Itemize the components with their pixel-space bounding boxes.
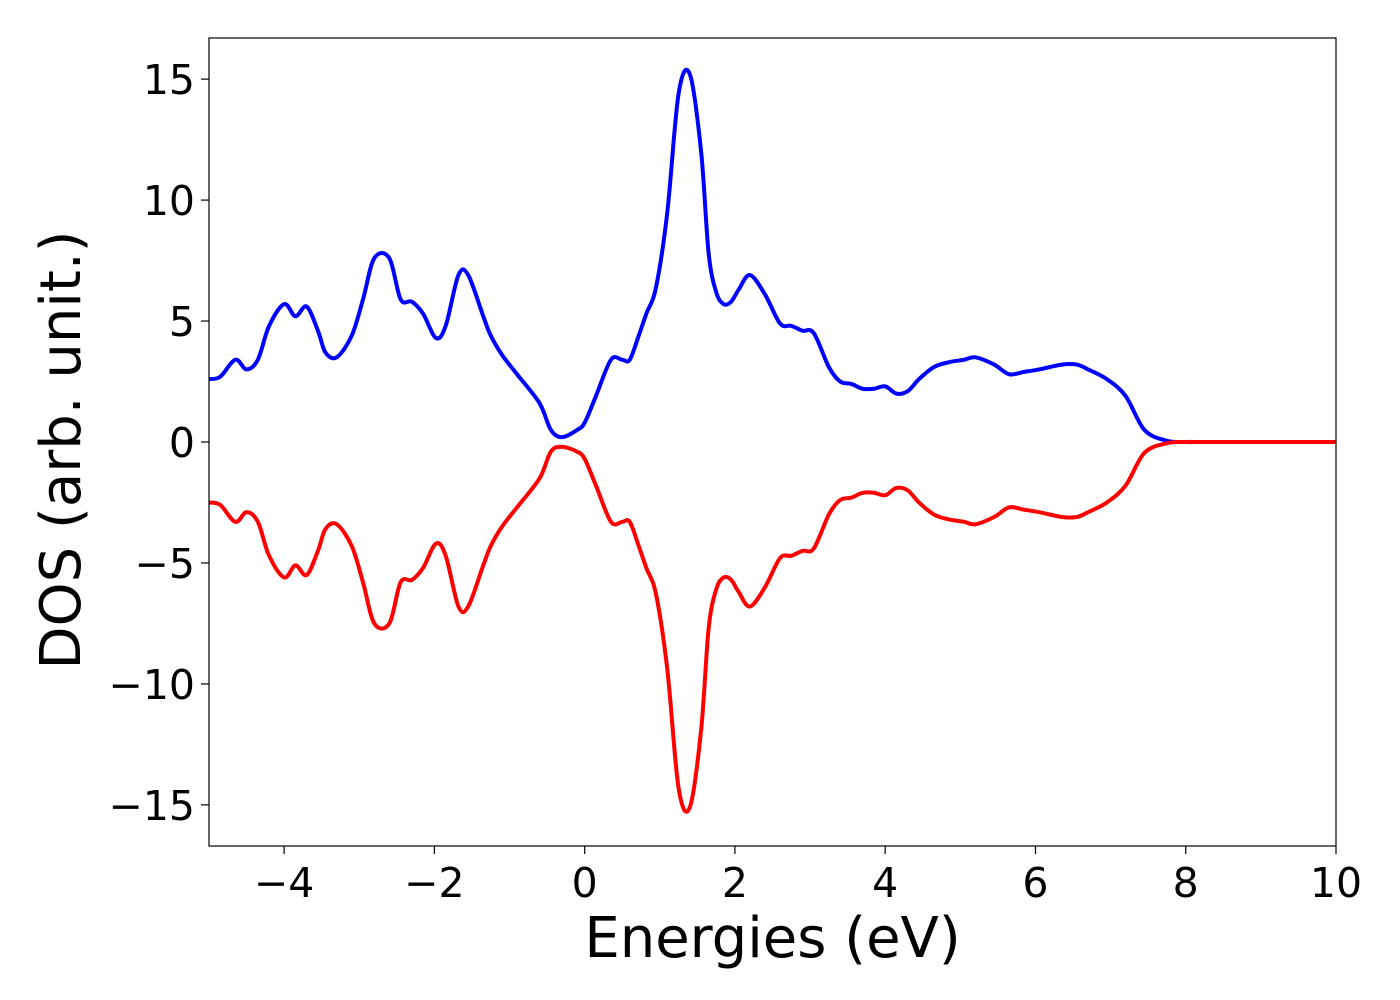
x-tick-label: 2	[722, 859, 748, 907]
x-tick-label: 4	[872, 859, 898, 907]
y-tick-label: 10	[143, 177, 195, 225]
series-line-spin-up	[209, 67, 1336, 445]
x-tick-label: −4	[254, 859, 314, 907]
x-tick-label: −2	[404, 859, 464, 907]
y-tick-label: −5	[135, 540, 195, 588]
x-axis-ticks: −4 −2 0 2 4 6 8 10	[254, 846, 1362, 907]
x-tick-label: 6	[1022, 859, 1048, 907]
y-tick-label: 0	[169, 419, 195, 467]
series-group	[209, 67, 1336, 814]
y-tick-label: 15	[143, 56, 195, 104]
x-tick-label: 0	[572, 859, 598, 907]
y-tick-label: −15	[108, 782, 195, 830]
y-axis-label: DOS (arb. unit.)	[29, 230, 94, 669]
x-tick-label: 8	[1173, 859, 1199, 907]
y-axis-ticks: −15 −10 −5 0 5 10 15	[108, 56, 209, 830]
y-tick-label: 5	[169, 298, 195, 346]
series-line-spin-down	[209, 439, 1336, 814]
x-tick-label: 10	[1310, 859, 1362, 907]
x-axis-label: Energies (eV)	[584, 906, 960, 971]
y-tick-label: −10	[108, 661, 195, 709]
